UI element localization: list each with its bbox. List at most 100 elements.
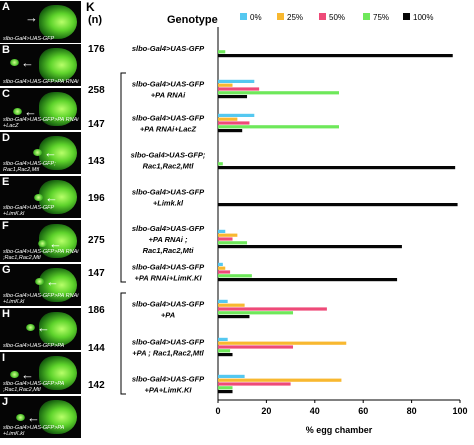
bar [218, 113, 255, 117]
bar [218, 307, 327, 311]
genotype-label: slbo-Gal4>UAS-GFP [132, 300, 205, 309]
bar [218, 274, 252, 278]
arrow-icon: ← [24, 104, 37, 119]
x-tick-label: 100 [452, 406, 467, 416]
n-value: 147 [88, 119, 105, 130]
bar [218, 266, 226, 270]
panel-letter: E [2, 176, 10, 188]
legend-label: 25% [287, 13, 303, 22]
bar [218, 129, 243, 133]
bar [218, 79, 255, 83]
egg-chamber-glow [39, 312, 77, 346]
bar [218, 166, 456, 170]
genotype-label: +PA RNAi ; [149, 235, 188, 244]
arrow-icon: ← [45, 190, 58, 205]
border-cell-cluster [16, 414, 25, 421]
bar [218, 117, 238, 121]
bar [218, 262, 223, 266]
bar [218, 54, 453, 58]
border-cell-cluster [33, 149, 42, 156]
border-cell-cluster [10, 371, 19, 378]
arrow-icon: ← [49, 236, 62, 251]
panel-letter: C [2, 88, 10, 100]
bar [218, 315, 250, 319]
egg-chamber-chart: (n) Genotype 0% 25% 50% 75% 100% 0 20 40 60 80 100 % … [88, 13, 468, 435]
panel-letter: I [2, 352, 6, 364]
panel-k-letter: K [86, 0, 95, 14]
genotype-label: +PA+LimK.KI [145, 386, 193, 395]
bar [218, 233, 238, 237]
bar [218, 237, 233, 241]
egg-chamber-glow [39, 92, 77, 126]
genotype-label: slbo-Gal4>UAS-GFP [132, 263, 205, 272]
bar [218, 349, 231, 353]
egg-chamber-glow [39, 136, 77, 170]
n-value: 186 [88, 305, 105, 316]
egg-chamber-glow [39, 356, 77, 390]
n-value: 147 [88, 268, 105, 279]
legend-label: 100% [413, 13, 433, 22]
panel-genotype-label: slbo-Gal4>UAS-GFP>PA RNAi +LimK.kl [3, 293, 79, 305]
genotype-header: Genotype [167, 14, 218, 26]
bar [218, 337, 228, 341]
genotype-label: slbo-Gal4>UAS-GFP [132, 338, 205, 347]
border-cell-cluster [13, 108, 22, 115]
panel-genotype-label: slbo-Gal4>UAS-GFP>PA RNAi [3, 79, 79, 85]
n-value: 142 [88, 380, 105, 391]
group-bracket [120, 292, 126, 395]
genotype-label: slbo-Gal4>UAS-GFP [132, 224, 205, 233]
border-cell-cluster [35, 278, 44, 285]
genotype-label: +PA [161, 311, 175, 320]
panel-genotype-label: slbo-Gal4>UAS-GFP>PA +LimK.kl [3, 425, 65, 437]
bar [218, 50, 226, 54]
genotype-label: +PA RNAi [151, 91, 186, 100]
bar [218, 203, 458, 207]
n-value: 258 [88, 85, 105, 96]
panel-genotype-label: slbo-Gal4>UAS-GFP [3, 36, 55, 42]
border-cell-cluster [26, 324, 35, 331]
genotype-label: slbo-Gal4>UAS-GFP [132, 375, 205, 384]
border-cell-cluster [10, 59, 19, 66]
bar [218, 341, 347, 345]
panel-genotype-label: slbo-Gal4>UAS-GFP; Rac1,Rac2,Mtl [3, 161, 56, 173]
arrow-icon: ← [21, 55, 34, 70]
legend-swatch [403, 13, 410, 20]
genotype-label: slbo-Gal4>UAS-GFP [132, 44, 205, 53]
genotype-label: +PA RNAi+LacZ [140, 125, 197, 134]
egg-chamber-glow [39, 5, 77, 39]
border-cell-cluster [38, 240, 47, 247]
bar [218, 378, 342, 382]
bar [218, 353, 233, 357]
panel-genotype-label: slbo-Gal4>UAS-GFP>PA ;Rac1,Rac2,Mtl [3, 381, 65, 393]
border-cell-cluster [34, 194, 43, 201]
egg-chamber-glow [39, 268, 77, 302]
legend-swatch [240, 13, 247, 20]
genotype-label: +Limk.kl [153, 199, 184, 208]
bar [218, 386, 233, 390]
egg-chamber-glow [39, 400, 77, 434]
bar [218, 229, 226, 233]
genotype-label: slbo-Gal4>UAS-GFP [132, 80, 205, 89]
panel-letter: B [2, 44, 10, 56]
legend-swatch [319, 13, 326, 20]
arrow-icon: → [25, 10, 38, 25]
genotype-label: slbo-Gal4>UAS-GFP [132, 188, 205, 197]
x-tick-label: 60 [358, 406, 368, 416]
arrow-icon: ← [37, 320, 50, 335]
genotype-label: +PA ; Rac1,Rac2,Mtl [132, 349, 204, 358]
bar [218, 311, 294, 315]
bar [218, 91, 339, 95]
bar [218, 162, 223, 166]
panel-k: (n) Genotype 0% 25% 50% 75% 100% 0 20 40 60 80 100 % … [84, 0, 474, 440]
panel-genotype-label: slbo-Gal4>UAS-GFP>PA RNAi ;Rac1,Rac2,Mtl [3, 249, 79, 261]
bar [218, 270, 231, 274]
bar [218, 299, 228, 303]
